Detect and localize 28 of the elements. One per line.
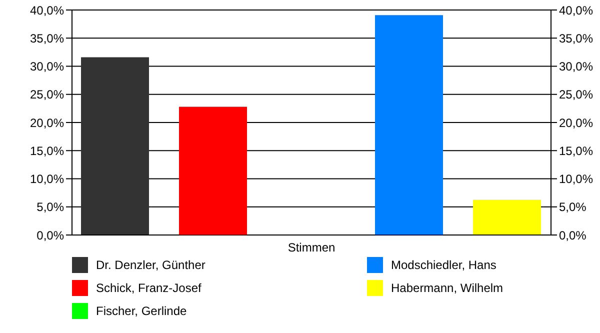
y-tick-label: 0,0% xyxy=(36,228,64,242)
text: 5,0% xyxy=(559,200,586,214)
text: 20,0% xyxy=(559,116,594,130)
bar xyxy=(179,106,247,235)
legend-label: Habermann, Wilhelm xyxy=(391,280,504,294)
legend-label: Modschiedler, Hans xyxy=(391,258,496,272)
legend-label: Schick, Franz-Josef xyxy=(96,280,202,294)
text: 25,0% xyxy=(559,88,594,102)
text: 40,0% xyxy=(559,3,594,18)
y-tick-label: 15,0% xyxy=(30,144,64,158)
y-tick-label: 30,0% xyxy=(30,60,64,74)
legend-label: Dr. Denzler, Günther xyxy=(96,258,206,272)
text: 30,0% xyxy=(559,60,594,74)
y-tick-label: 35,0% xyxy=(30,31,64,46)
bar xyxy=(375,15,443,235)
y-tick-label: 10,0% xyxy=(30,172,64,186)
text: 0,0% xyxy=(559,228,586,242)
text: 15,0% xyxy=(559,144,594,158)
x-tick-label: Stimmen xyxy=(288,240,336,255)
text: 10,0% xyxy=(559,172,594,186)
y-tick-label: 5,0% xyxy=(36,200,64,214)
text: 35,0% xyxy=(559,31,594,46)
bar xyxy=(81,57,149,235)
legend-label: Fischer, Gerlinde xyxy=(96,304,187,318)
y-tick-label: 20,0% xyxy=(30,116,64,130)
y-tick-label: 25,0% xyxy=(30,88,64,102)
y-tick-label: 40,0% xyxy=(30,3,64,18)
bar xyxy=(473,200,541,235)
